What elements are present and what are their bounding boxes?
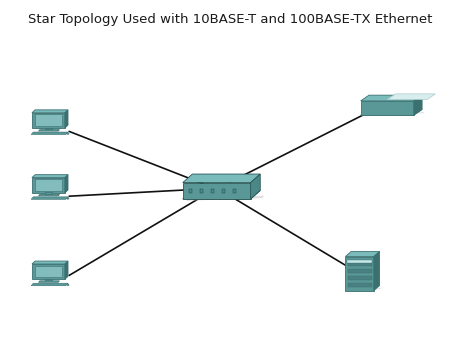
Polygon shape [45, 279, 52, 281]
Polygon shape [65, 175, 68, 193]
Polygon shape [45, 128, 52, 130]
Polygon shape [65, 110, 68, 128]
Polygon shape [251, 174, 260, 199]
Polygon shape [39, 130, 59, 131]
Polygon shape [31, 132, 68, 135]
Polygon shape [347, 260, 372, 264]
Polygon shape [387, 94, 435, 100]
Polygon shape [39, 281, 59, 282]
Polygon shape [361, 109, 422, 115]
Polygon shape [200, 189, 203, 193]
Text: Star Topology Used with 10BASE-T and 100BASE-TX Ethernet: Star Topology Used with 10BASE-T and 100… [28, 13, 433, 26]
Polygon shape [348, 283, 372, 287]
Circle shape [67, 132, 69, 134]
Polygon shape [34, 285, 71, 286]
Polygon shape [31, 197, 68, 199]
Circle shape [67, 284, 69, 285]
Polygon shape [183, 190, 260, 199]
Polygon shape [361, 101, 414, 115]
Circle shape [67, 197, 69, 199]
Polygon shape [348, 262, 372, 266]
Polygon shape [31, 283, 68, 286]
Polygon shape [183, 174, 260, 183]
Polygon shape [414, 95, 422, 115]
Polygon shape [348, 269, 372, 273]
Polygon shape [35, 179, 62, 191]
Polygon shape [362, 112, 425, 116]
Polygon shape [32, 110, 68, 113]
Polygon shape [345, 257, 374, 291]
Polygon shape [32, 113, 65, 128]
Polygon shape [32, 264, 65, 279]
Polygon shape [361, 95, 422, 101]
Polygon shape [222, 189, 225, 193]
Polygon shape [35, 266, 62, 277]
Polygon shape [183, 183, 251, 199]
Polygon shape [32, 177, 65, 193]
Polygon shape [32, 175, 68, 177]
Polygon shape [348, 276, 372, 280]
Polygon shape [186, 196, 264, 201]
Polygon shape [374, 252, 379, 291]
Polygon shape [65, 261, 68, 279]
Polygon shape [211, 189, 214, 193]
Polygon shape [39, 194, 59, 196]
Polygon shape [32, 261, 68, 264]
Polygon shape [233, 189, 236, 193]
Polygon shape [34, 199, 71, 200]
Polygon shape [34, 134, 71, 135]
Polygon shape [347, 288, 382, 292]
Polygon shape [45, 193, 52, 194]
Polygon shape [345, 252, 379, 257]
Polygon shape [189, 189, 192, 193]
Polygon shape [35, 114, 62, 126]
